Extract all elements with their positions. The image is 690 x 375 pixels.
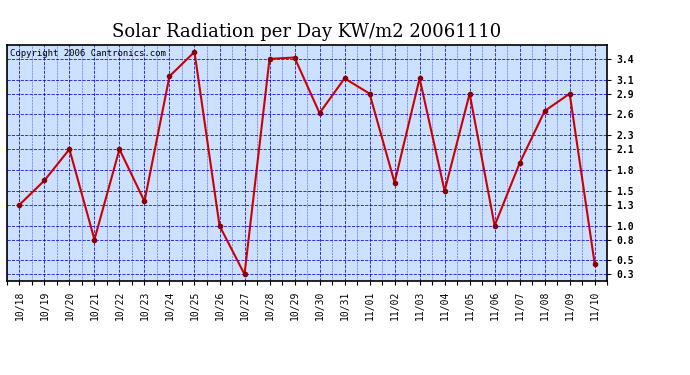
Text: Copyright 2006 Cantronics.com: Copyright 2006 Cantronics.com	[10, 48, 166, 57]
Title: Solar Radiation per Day KW/m2 20061110: Solar Radiation per Day KW/m2 20061110	[112, 22, 502, 40]
